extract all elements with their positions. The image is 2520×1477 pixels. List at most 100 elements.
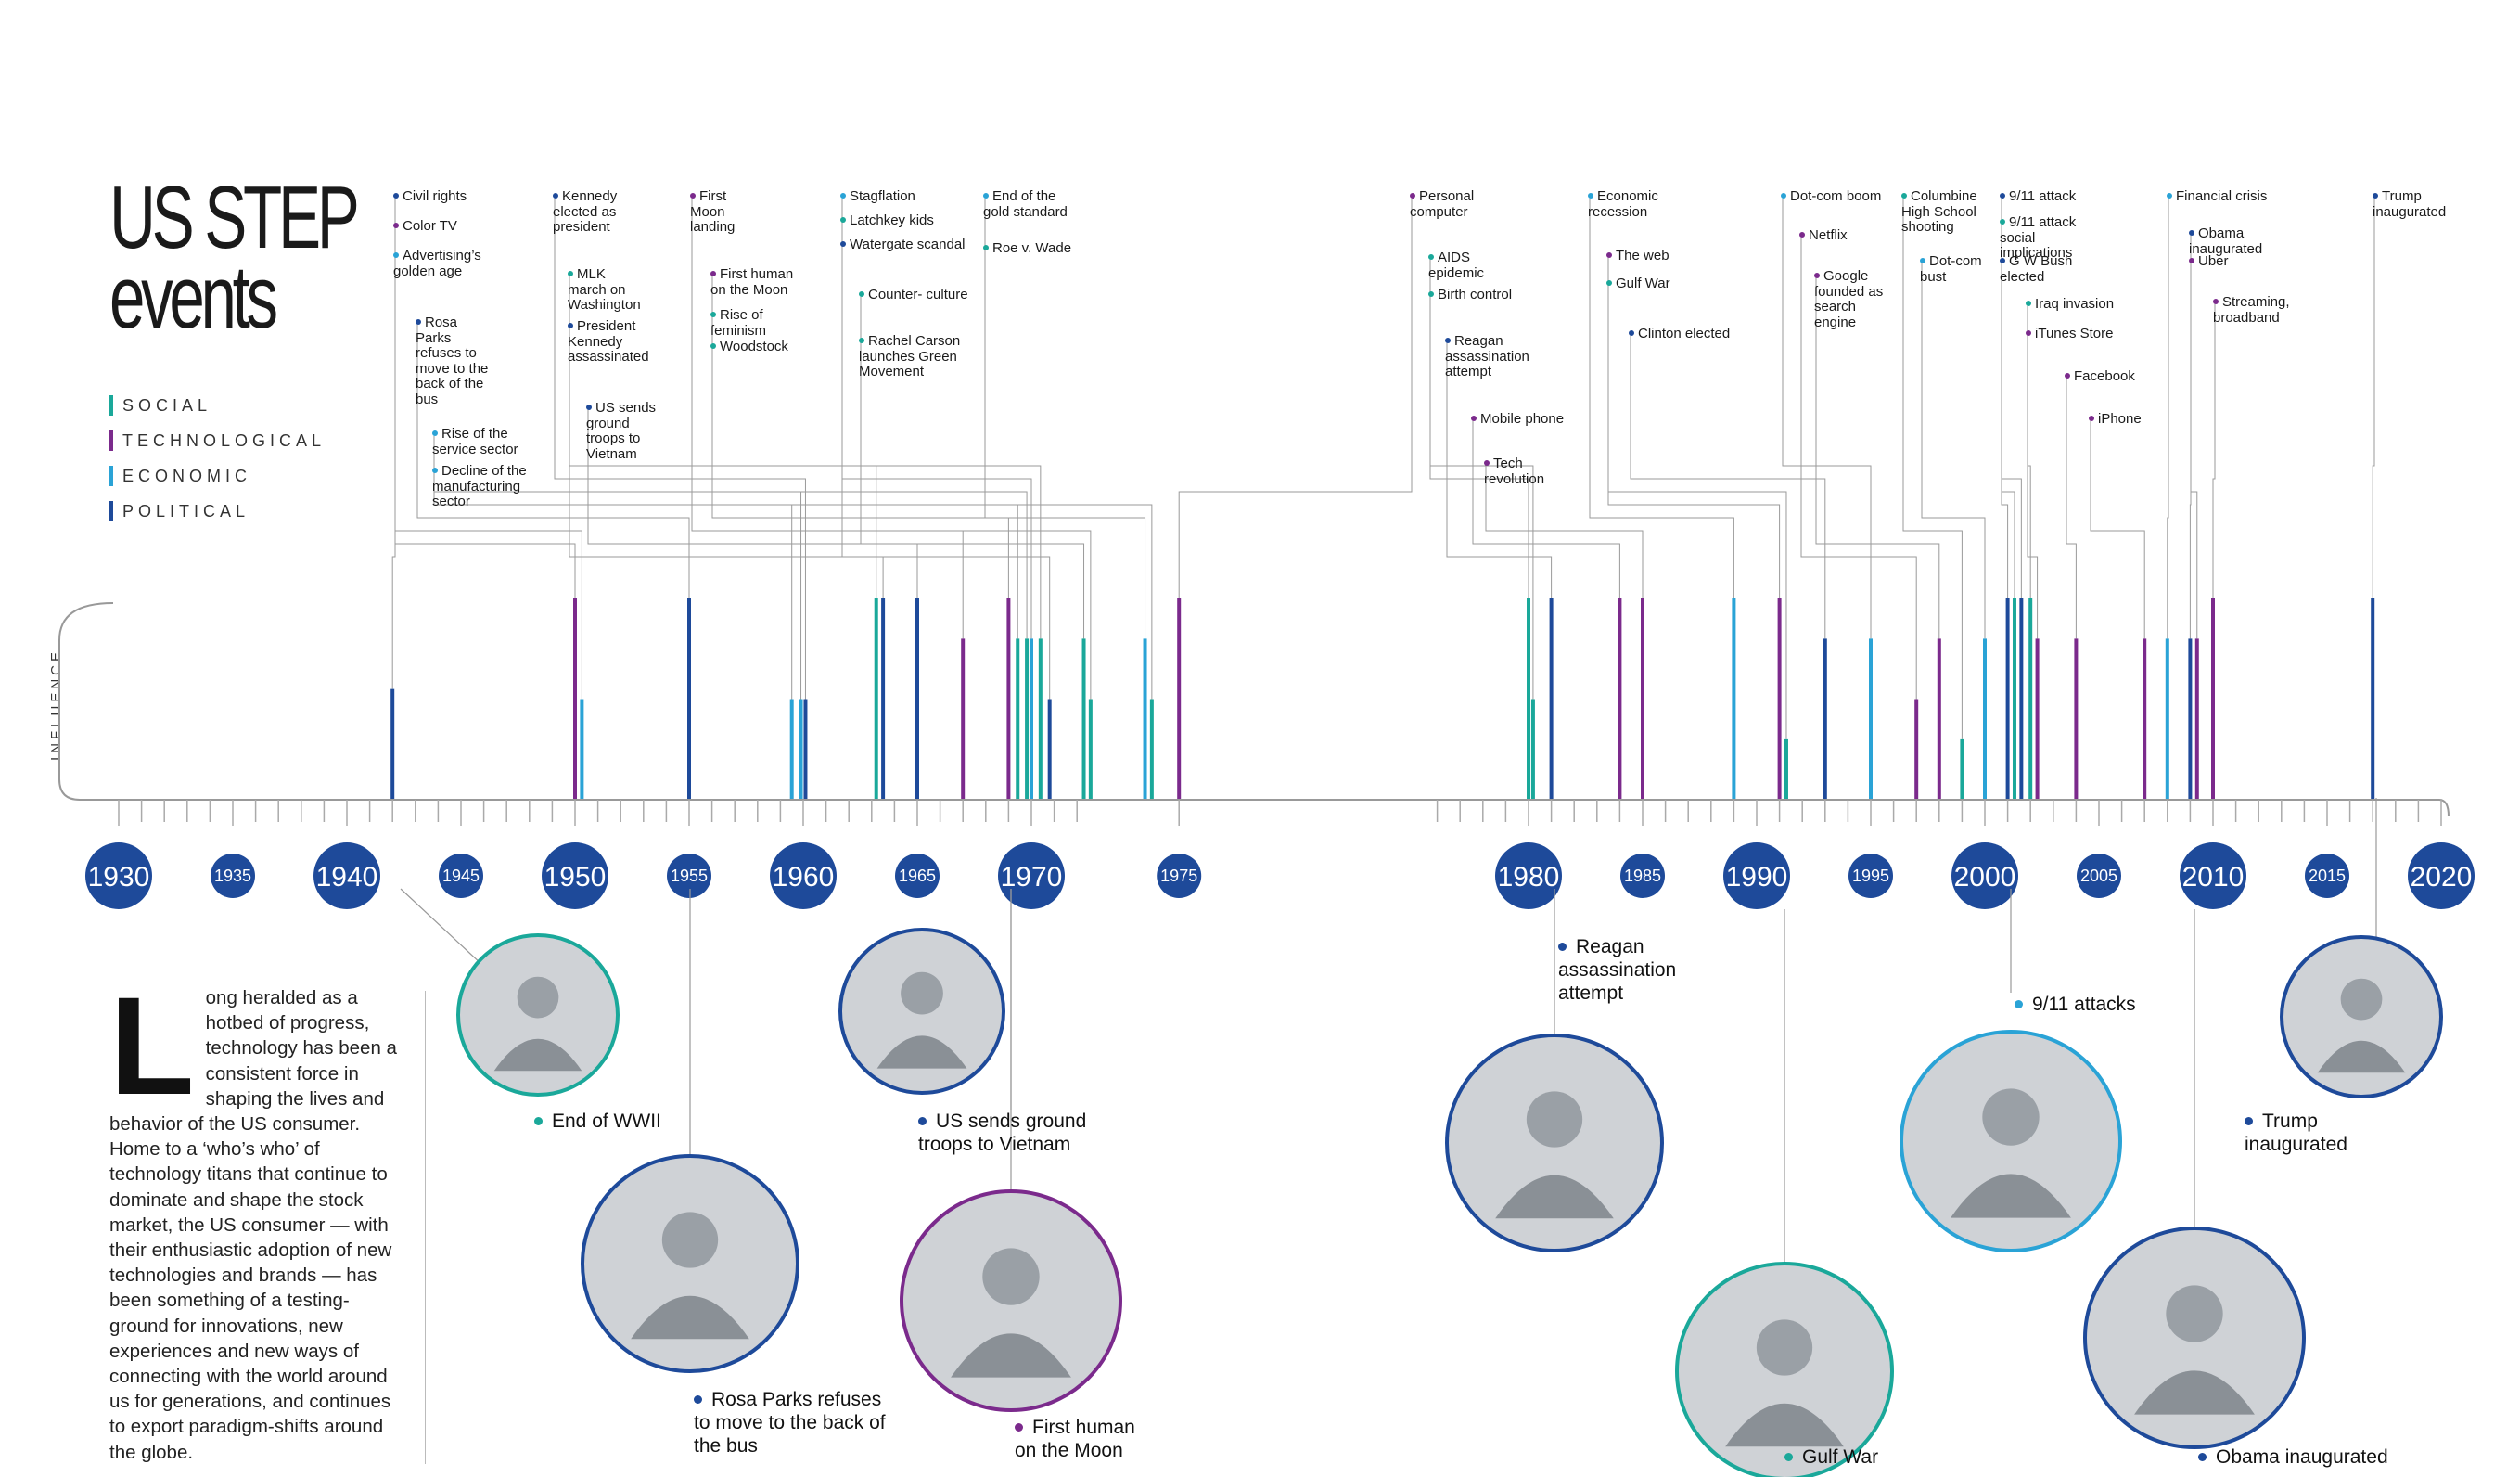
featured-label: Trump inaugurated (2245, 1110, 2356, 1156)
event-label: 9/11 attack social implications (2000, 214, 2111, 262)
leader-line (1607, 286, 1787, 739)
event-dot (393, 252, 399, 258)
event-dot (2167, 193, 2172, 199)
event-dot (1781, 193, 1786, 199)
event-dot (2000, 219, 2005, 225)
influence-bar (2005, 598, 2010, 800)
leader-line (2066, 379, 2077, 639)
event-dot (1410, 193, 1415, 199)
event-label-text: Iraq invasion (2035, 296, 2115, 312)
event-label: AIDS epidemic (1428, 250, 1503, 281)
event-dot (1588, 193, 1593, 199)
influence-bar (2211, 598, 2215, 800)
event-dot (690, 193, 696, 199)
event-label-text: Tech revolution (1484, 456, 1545, 487)
leader-line (2190, 263, 2198, 639)
legend-item-economic: ECONOMIC (109, 466, 326, 501)
year-label: 1965 (899, 867, 936, 885)
influence-bar (1025, 638, 1030, 800)
event-label: Uber (2189, 253, 2263, 270)
event-dot (840, 193, 846, 199)
leader-line (2090, 421, 2145, 639)
event-label-text: 9/11 attack social implications (2000, 214, 2077, 261)
photo-figure-body-icon (951, 1333, 1071, 1378)
event-label: Reagan assassination attempt (1445, 333, 1538, 380)
leader-line (841, 247, 1051, 700)
legend-swatch-technological (109, 430, 113, 451)
event-label: iPhone (2089, 411, 2163, 428)
featured-dot (694, 1395, 702, 1404)
year-label: 1945 (442, 867, 480, 885)
influence-bar (2371, 598, 2375, 800)
photo-figure-head-icon (1526, 1091, 1583, 1148)
influence-bar (1784, 738, 1788, 800)
leader-lines (391, 199, 2375, 739)
featured-label-text: Rosa Parks refuses to move to the back o… (694, 1389, 886, 1457)
event-dot (2189, 258, 2194, 263)
event-label-text: Reagan assassination attempt (1445, 333, 1529, 379)
year-circle (2408, 842, 2475, 909)
year-label: 1950 (544, 862, 607, 893)
influence-bar (789, 699, 794, 800)
event-label: Color TV (393, 218, 486, 235)
event-dot (2373, 193, 2378, 199)
event-label-text: Economic recession (1588, 188, 1658, 220)
legend: SOCIAL TECHNOLOGICAL ECONOMIC POLITICAL (109, 395, 326, 536)
event-label-text: MLK march on Washington (568, 266, 641, 313)
featured-dot (1558, 943, 1567, 951)
event-label: iTunes Store (2026, 326, 2128, 342)
year-circle (1495, 842, 1562, 909)
event-label-text: Rosa Parks refuses to move to the back o… (416, 315, 489, 407)
event-dot (1484, 460, 1490, 466)
event-label: Mobile phone (1471, 411, 1573, 428)
event-dot (840, 241, 846, 247)
influence-bar (1549, 598, 1554, 800)
influence-bar (1914, 699, 1919, 800)
influence-bar (2019, 598, 2024, 800)
event-label: Rise of feminism (710, 307, 803, 339)
legend-label-economic: ECONOMIC (122, 467, 251, 485)
leader-line (1800, 238, 1917, 700)
photo-figure-body-icon (2134, 1370, 2255, 1415)
event-label: Decline of the manufacturing sector (432, 463, 534, 510)
event-dot (1606, 280, 1612, 286)
event-dot (710, 271, 716, 276)
event-label: The web (1606, 248, 1681, 264)
influence-bar (915, 598, 919, 800)
year-label: 1975 (1160, 867, 1197, 885)
event-label-text: Personal computer (1410, 188, 1475, 220)
event-label-text: Birth control (1438, 287, 1513, 302)
leader-line (1607, 258, 1781, 598)
event-label-text: Watergate scandal (850, 237, 966, 252)
influence-bar (2188, 638, 2193, 800)
leader-line (569, 328, 884, 598)
event-dot (1445, 338, 1451, 343)
event-label: Rachel Carson launches Green Movement (859, 333, 961, 380)
photo-figure-body-icon (631, 1295, 749, 1340)
influence-bar (961, 638, 966, 800)
legend-label-social: SOCIAL (122, 396, 212, 415)
event-label: Dot-com bust (1920, 253, 1985, 285)
event-label-text: End of the gold standard (983, 188, 1068, 220)
event-dot (1428, 254, 1434, 260)
event-label-text: Kennedy elected as president (553, 188, 618, 235)
event-label-text: First human on the Moon (710, 266, 794, 298)
influence-bar (874, 598, 878, 800)
leader-line (1429, 297, 1534, 700)
event-dot (710, 343, 716, 349)
influence-bar (2165, 638, 2169, 800)
event-label-text: Gulf War (1616, 276, 1670, 291)
event-label: Netflix (1799, 227, 1892, 244)
year-circle (1951, 842, 2018, 909)
year-label: 2020 (2411, 862, 2473, 893)
influence-bar (1618, 598, 1622, 800)
influence-bar (2028, 598, 2033, 800)
event-label: Rise of the service sector (432, 426, 534, 457)
year-circle (1620, 854, 1665, 898)
event-label: Google founded as search engine (1814, 268, 1888, 330)
influence-bar (1869, 638, 1873, 800)
event-dot (568, 323, 573, 328)
event-dot (859, 338, 864, 343)
intro-body: ong heralded as a hotbed of progress, te… (109, 987, 397, 1463)
influence-bar (1030, 638, 1033, 800)
